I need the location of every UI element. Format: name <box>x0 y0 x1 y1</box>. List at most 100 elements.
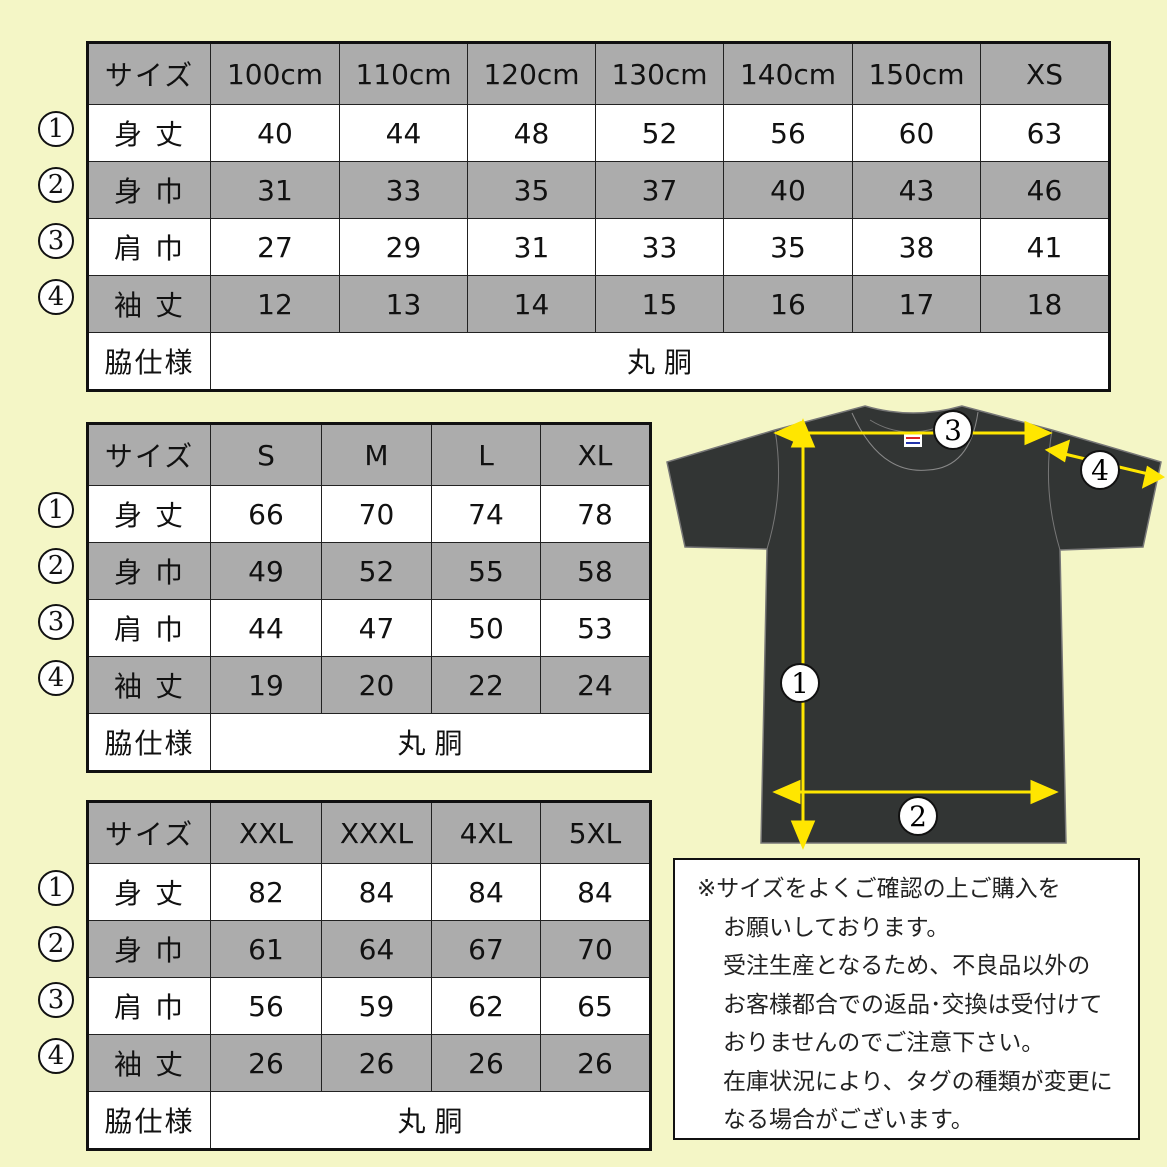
header-row: サイズ 100cm 110cm 120cm 130cm 140cm 150cm XS <box>87 42 1110 105</box>
row-number-circle: 1 <box>38 492 74 528</box>
side-row: 脇仕様丸 胴 <box>87 1091 651 1150</box>
size-header: 140cm <box>723 42 853 105</box>
table-row: 身 巾 61 64 67 70 <box>87 920 651 978</box>
cell-value: 33 <box>595 218 724 276</box>
row-label: 袖 丈 <box>87 275 211 333</box>
cell-value: 12 <box>210 275 340 333</box>
cell-value: 84 <box>540 863 651 921</box>
measure-label: 3 <box>944 414 962 447</box>
row-number-circle: 3 <box>38 982 74 1018</box>
row-number-circle: 2 <box>38 167 74 203</box>
side-value: 丸 胴 <box>210 332 1110 391</box>
cell-value: 26 <box>540 1034 651 1092</box>
cell-value: 44 <box>339 104 468 162</box>
table-row: 肩 巾 27 29 31 33 35 38 41 <box>87 218 1110 276</box>
cell-value: 48 <box>467 104 596 162</box>
note-line: おりませんのでご注意下さい。 <box>723 1030 1045 1056</box>
size-header: 150cm <box>852 42 981 105</box>
row-label: サイズ <box>87 801 211 864</box>
table-row: 身 巾 49 52 55 58 <box>87 542 651 600</box>
row-number-circle: 2 <box>38 926 74 962</box>
table-row: 肩 巾 44 47 50 53 <box>87 599 651 657</box>
row-number-circle: 4 <box>38 1038 74 1074</box>
row-number-circle: 4 <box>38 660 74 696</box>
cell-value: 20 <box>321 656 432 714</box>
measure-label: 4 <box>1091 454 1109 487</box>
cell-value: 29 <box>339 218 468 276</box>
table-row: 袖 丈 19 20 22 24 <box>87 656 651 714</box>
cell-value: 62 <box>431 977 541 1035</box>
cell-value: 22 <box>431 656 541 714</box>
row-number-circle: 1 <box>38 870 74 906</box>
row-label: 肩 巾 <box>87 977 211 1035</box>
cell-value: 46 <box>980 161 1110 219</box>
note-line: なる場合がございます。 <box>723 1107 974 1133</box>
table-row: 袖 丈 12 13 14 15 16 17 18 <box>87 275 1110 333</box>
cell-value: 65 <box>540 977 651 1035</box>
size-header: 4XL <box>431 801 541 864</box>
cell-value: 63 <box>980 104 1110 162</box>
notes-box: ※サイズをよくご確認の上ご購入を お願いしております。 受注生産となるため、不良… <box>673 858 1140 1140</box>
row-label: 身 丈 <box>87 104 211 162</box>
table-row: 身 丈 82 84 84 84 <box>87 863 651 921</box>
cell-value: 52 <box>595 104 724 162</box>
note-line: ※サイズをよくご確認の上ご購入を <box>697 876 1061 902</box>
header-row: サイズ XXL XXXL 4XL 5XL <box>87 801 651 864</box>
cell-value: 14 <box>467 275 596 333</box>
row-label: 肩 巾 <box>87 599 211 657</box>
row-label: 身 巾 <box>87 161 211 219</box>
cell-value: 37 <box>595 161 724 219</box>
row-label: 肩 巾 <box>87 218 211 276</box>
cell-value: 59 <box>321 977 432 1035</box>
cell-value: 26 <box>431 1034 541 1092</box>
row-number-circle: 4 <box>38 279 74 315</box>
side-value: 丸 胴 <box>210 713 651 772</box>
size-header: L <box>431 423 541 486</box>
cell-value: 47 <box>321 599 432 657</box>
cell-value: 40 <box>723 161 853 219</box>
row-number-circle: 3 <box>38 604 74 640</box>
cell-value: 31 <box>210 161 340 219</box>
cell-value: 26 <box>321 1034 432 1092</box>
cell-value: 58 <box>540 542 651 600</box>
note-line: お願いしております。 <box>723 914 950 941</box>
row-label: 身 丈 <box>87 863 211 921</box>
size-header: 5XL <box>540 801 651 864</box>
cell-value: 49 <box>210 542 322 600</box>
cell-value: 70 <box>321 485 432 543</box>
cell-value: 31 <box>467 218 596 276</box>
cell-value: 61 <box>210 920 322 978</box>
size-table: サイズ S M L XL 身 丈 66 70 74 78 身 巾 49 52 55 58 肩 巾 44 47 50 5… <box>86 422 652 773</box>
side-row: 脇仕様丸 胴 <box>87 713 651 772</box>
row-label: サイズ <box>87 423 211 486</box>
size-header: M <box>321 423 432 486</box>
row-label: 身 丈 <box>87 485 211 543</box>
row-label: 袖 丈 <box>87 1034 211 1092</box>
cell-value: 84 <box>431 863 541 921</box>
row-label: 脇仕様 <box>87 713 211 772</box>
tshirt-body <box>666 405 1162 844</box>
cell-value: 27 <box>210 218 340 276</box>
cell-value: 17 <box>852 275 981 333</box>
size-header: 100cm <box>210 42 340 105</box>
note-line: 在庫状況により、タグの種類が変更に <box>723 1068 1113 1095</box>
cell-value: 26 <box>210 1034 322 1092</box>
size-header: XL <box>540 423 651 486</box>
cell-value: 35 <box>723 218 853 276</box>
size-header: 110cm <box>339 42 468 105</box>
cell-value: 84 <box>321 863 432 921</box>
cell-value: 56 <box>210 977 322 1035</box>
table-row: 身 丈 40 44 48 52 56 60 63 <box>87 104 1110 162</box>
tshirt-collar <box>851 411 979 471</box>
cell-value: 13 <box>339 275 468 333</box>
cell-value: 15 <box>595 275 724 333</box>
cell-value: 35 <box>467 161 596 219</box>
cell-value: 53 <box>540 599 651 657</box>
table-row: 身 巾 31 33 35 37 40 43 46 <box>87 161 1110 219</box>
cell-value: 41 <box>980 218 1110 276</box>
row-label: 身 巾 <box>87 542 211 600</box>
size-header: XXL <box>210 801 322 864</box>
cell-value: 38 <box>852 218 981 276</box>
cell-value: 33 <box>339 161 468 219</box>
row-number-circle: 2 <box>38 548 74 584</box>
